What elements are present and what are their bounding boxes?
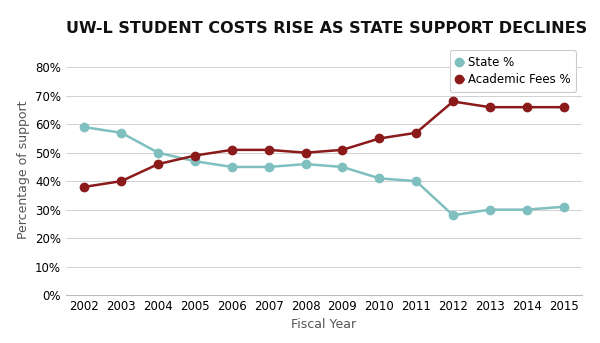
State % <box>523 208 530 212</box>
Academic Fees % <box>560 105 567 109</box>
Academic Fees % <box>413 131 420 135</box>
State % <box>118 131 125 135</box>
State % <box>339 165 346 169</box>
Academic Fees % <box>339 148 346 152</box>
Line: Academic Fees %: Academic Fees % <box>80 97 568 191</box>
Line: State %: State % <box>80 123 568 220</box>
Academic Fees % <box>81 185 88 189</box>
Academic Fees % <box>155 162 162 166</box>
State % <box>155 151 162 155</box>
Academic Fees % <box>449 99 457 104</box>
State % <box>413 179 420 183</box>
Academic Fees % <box>302 151 309 155</box>
State % <box>486 208 493 212</box>
State % <box>560 205 567 209</box>
State % <box>191 159 199 163</box>
Academic Fees % <box>376 137 383 141</box>
X-axis label: Fiscal Year: Fiscal Year <box>292 318 356 331</box>
Y-axis label: Percentage of support: Percentage of support <box>17 100 29 239</box>
Academic Fees % <box>486 105 493 109</box>
Academic Fees % <box>265 148 272 152</box>
Academic Fees % <box>523 105 530 109</box>
State % <box>302 162 309 166</box>
State % <box>449 213 457 217</box>
Legend: State %, Academic Fees %: State %, Academic Fees % <box>450 50 576 92</box>
State % <box>228 165 235 169</box>
State % <box>376 176 383 180</box>
State % <box>265 165 272 169</box>
Academic Fees % <box>191 154 199 158</box>
Text: UW-L STUDENT COSTS RISE AS STATE SUPPORT DECLINES: UW-L STUDENT COSTS RISE AS STATE SUPPORT… <box>66 22 587 36</box>
Academic Fees % <box>228 148 235 152</box>
State % <box>81 125 88 129</box>
Academic Fees % <box>118 179 125 183</box>
